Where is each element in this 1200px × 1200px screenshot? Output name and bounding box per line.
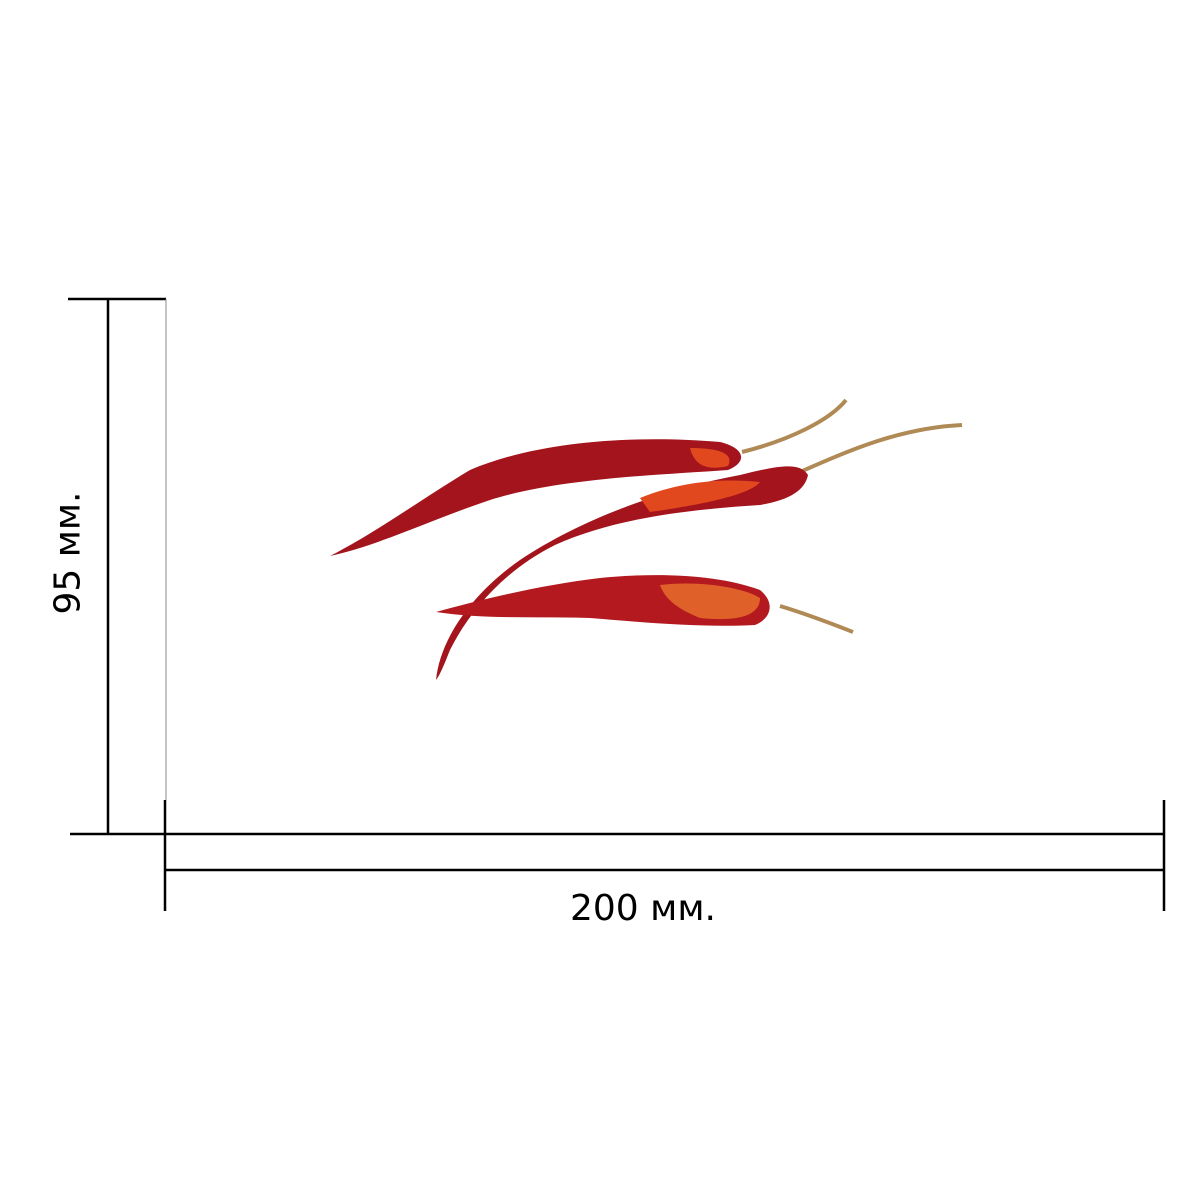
height-dimension-lines [68, 297, 1165, 836]
height-label: 95 мм. [47, 491, 89, 615]
chili-pepper-bottom [436, 575, 854, 634]
chili-pepper-top [330, 398, 848, 556]
width-label: 200 мм. [570, 888, 716, 929]
chili-pepper-middle [436, 423, 963, 680]
width-dimension-lines [163, 800, 1166, 911]
